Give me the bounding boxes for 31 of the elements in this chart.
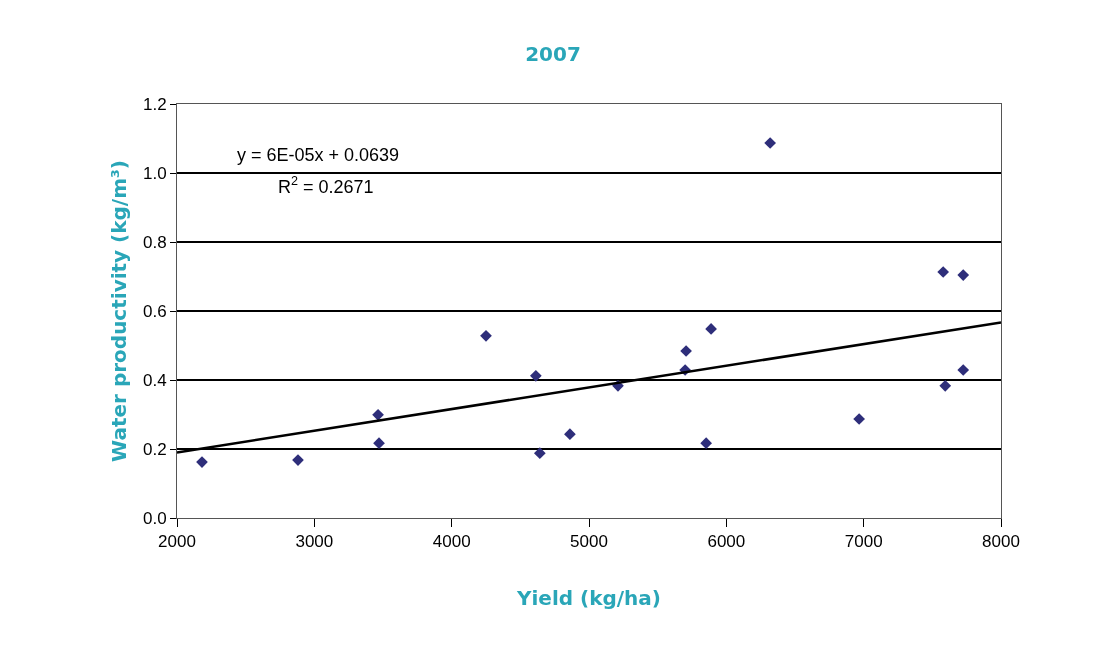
chart-title: 2007 (525, 41, 581, 66)
y-tick-label: 0.0 (142, 508, 167, 528)
x-axis-title: Yield (kg/ha) (516, 585, 661, 610)
x-tick-label: 2000 (158, 532, 196, 552)
x-tick-label: 5000 (570, 532, 608, 552)
point (564, 428, 576, 441)
point (939, 380, 952, 392)
point (700, 437, 712, 449)
x-tick-label: 8000 (982, 532, 1020, 552)
y-axis-title: Water productivity (kg/m³) (107, 160, 132, 462)
y-tick-label: 0.4 (142, 370, 167, 390)
x-tick-label: 7000 (844, 532, 883, 552)
y-tick-label: 1.0 (142, 163, 167, 183)
x-tick-label: 4000 (432, 532, 471, 552)
y-tick-label: 1.2 (142, 94, 167, 114)
y-tick-label: 0.8 (142, 232, 167, 252)
point (764, 137, 776, 149)
annotation: y = 6E-05x + 0.0639 (237, 145, 400, 165)
y-tick-label: 0.2 (142, 439, 167, 459)
point (372, 409, 384, 421)
annotation: R$^{2}$ = 0.2671 (278, 174, 374, 197)
x-tick-label: 3000 (295, 532, 334, 552)
point (530, 370, 542, 382)
y-tick-label: 0.6 (142, 301, 167, 321)
point (705, 323, 717, 335)
point (937, 266, 950, 278)
point (957, 364, 970, 376)
point (533, 447, 546, 459)
point (957, 269, 970, 281)
point (480, 329, 492, 342)
x-tick-label: 6000 (707, 532, 746, 552)
